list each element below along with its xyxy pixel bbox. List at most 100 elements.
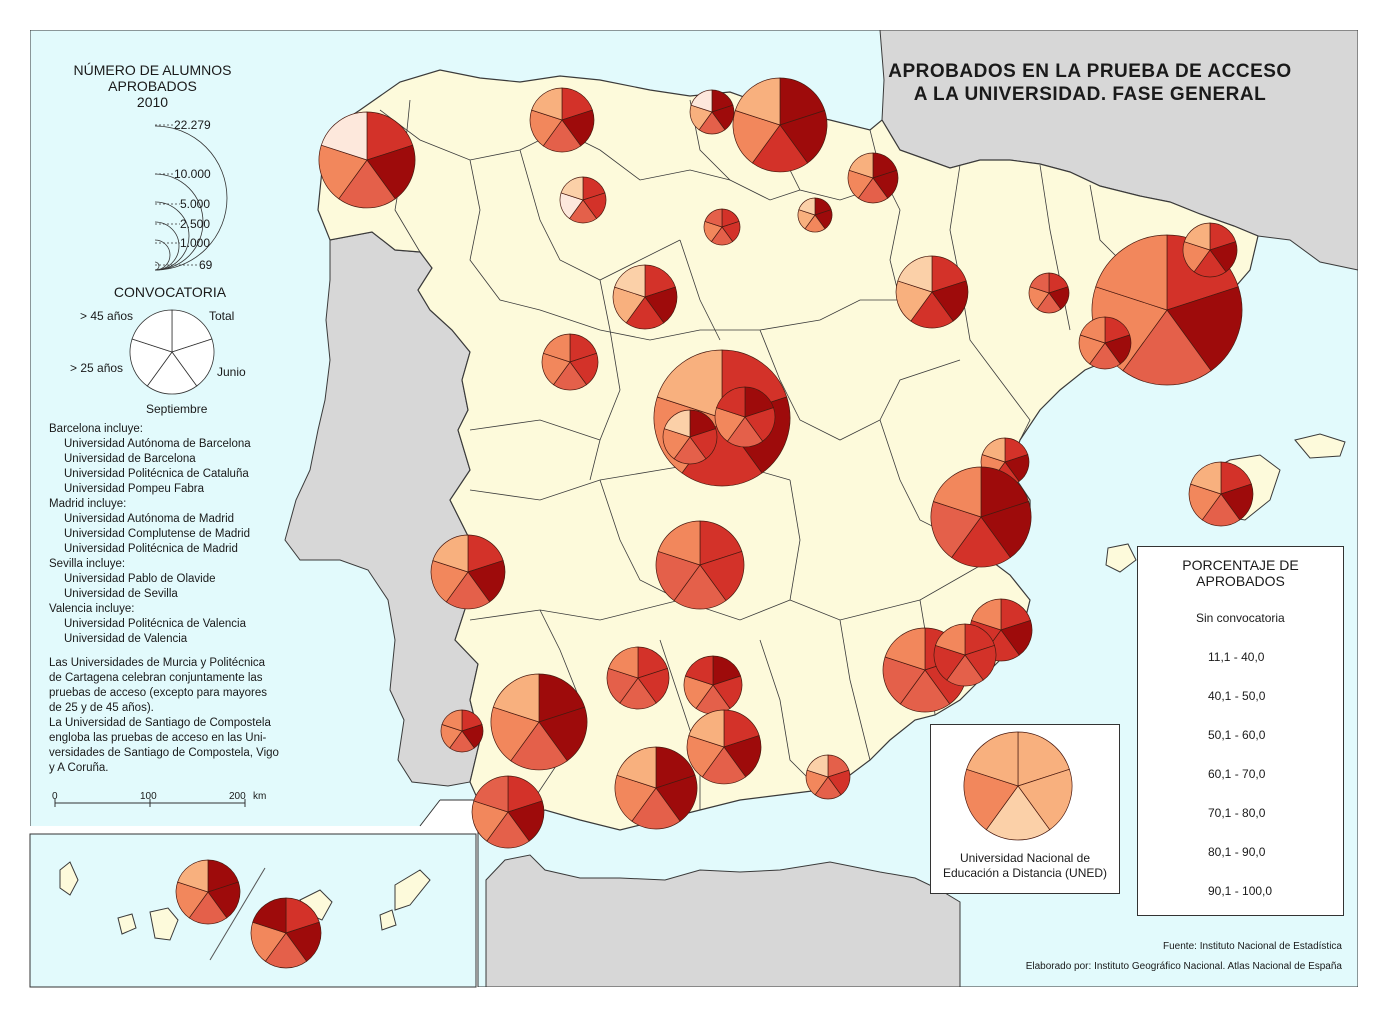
pie-sector (964, 644, 997, 681)
legend-class-label: 11,1 - 40,0 (1208, 650, 1265, 664)
university-pie (1188, 461, 1254, 527)
pie-sector (1017, 768, 1073, 831)
note-line: Barcelona incluye: (49, 423, 143, 435)
pie-sector (1190, 461, 1222, 495)
pie-sector (1029, 272, 1050, 294)
university-pie (529, 87, 595, 153)
note-line: Las Universidades de Murcia y Politécnic… (49, 657, 266, 669)
note-line: Sevilla incluye: (49, 558, 126, 570)
size-legend-title-3: 2010 (136, 94, 169, 110)
note-line: Universidad Autónoma de Madrid (64, 513, 235, 525)
pie-sector (1122, 309, 1212, 386)
size-label-22279: 22.279 (174, 118, 211, 132)
pie-sector (507, 800, 545, 842)
size-circle (154, 239, 171, 271)
pie-sector (614, 774, 657, 822)
pie-sector (981, 437, 1006, 463)
conv-label-junio: Junio (217, 365, 246, 379)
source-text: Fuente: Instituto Nacional de Estadístic… (1163, 941, 1342, 952)
scale-unit: km (253, 791, 267, 802)
pie-sector (673, 564, 727, 610)
convocatoria-legend-pie (129, 309, 215, 395)
percent-legend-title-2: APROBADOS (1196, 573, 1285, 589)
pie-sector (744, 386, 774, 418)
conv-sector (171, 309, 213, 353)
pie-sector (625, 296, 665, 330)
pie-sector (529, 109, 563, 147)
note-line: Universidad de Valencia (64, 633, 188, 645)
note-line: Universidad Autónoma de Barcelona (64, 438, 251, 450)
pie-sector (542, 333, 571, 363)
pie-sector (744, 407, 776, 442)
pie-sector (806, 754, 829, 778)
note-line: y A Coruña. (49, 762, 109, 774)
pie-sector (655, 746, 696, 789)
pie-sector (779, 110, 828, 164)
scale-label-200: 200 (229, 791, 246, 802)
pie-sector (1188, 483, 1222, 521)
pie-sector (712, 675, 743, 709)
scale-label-0: 0 (52, 791, 58, 802)
note-line: Universidad de Sevilla (64, 588, 178, 600)
pie-sector (931, 280, 969, 322)
pie-sector (264, 932, 308, 969)
legend-class-label: 90,1 - 100,0 (1208, 884, 1273, 898)
pie-sector (930, 501, 982, 558)
university-pie (430, 534, 506, 610)
legend-class-label: 70,1 - 80,0 (1208, 806, 1266, 820)
pie-sector (686, 735, 725, 778)
university-pie (1078, 316, 1132, 370)
conv-label-25: > 25 años (70, 361, 124, 375)
map-title-line-2: A LA UNIVERSIDAD. FASE GENERAL (913, 84, 1267, 105)
university-pie (895, 255, 969, 329)
note-line: Universidad Politécnica de Valencia (64, 618, 246, 630)
note-line: Madrid incluye: (49, 498, 127, 510)
pie-sector (441, 709, 463, 732)
university-pie (541, 333, 599, 391)
university-pie (1182, 222, 1238, 278)
province-borders (379, 99, 1161, 821)
uned-label-1: Universidad Nacional de (959, 851, 1091, 865)
pie-sector (561, 109, 595, 147)
note-line: de 25 y de 45 años). (49, 702, 154, 714)
pie-sector (1000, 619, 1033, 656)
size-legend-title: NÚMERO DE ALUMNOS APROBADOS 2010 (50, 62, 255, 110)
pie-sector (681, 417, 763, 487)
note-line: Valencia incluye: (49, 603, 135, 615)
conv-sector (129, 338, 173, 387)
note-line: versidades de Santiago de Compostela, Vi… (49, 747, 279, 759)
legend-class-label: 60,1 - 70,0 (1208, 767, 1266, 781)
pie-sector (366, 144, 416, 200)
pie-sector (946, 654, 984, 687)
pie-sector (366, 111, 414, 161)
pie-sector (614, 264, 646, 298)
pie-sector (606, 667, 639, 704)
pie-sector (445, 571, 491, 610)
size-label-2500: 2.500 (180, 217, 211, 231)
pie-sector (684, 655, 714, 686)
note-line: La Universidad de Santiago de Compostela (49, 717, 271, 729)
pie-sector (751, 124, 809, 173)
pie-sector (637, 646, 668, 679)
pie-sector (933, 644, 966, 681)
canary-inset (29, 833, 477, 988)
pie-sector (848, 152, 874, 179)
pie-sector (655, 774, 698, 822)
pie-sector (963, 768, 1019, 831)
pie-sector (688, 709, 725, 748)
university-pie (175, 859, 241, 925)
pie-sector (971, 598, 1002, 631)
note-line: de Cartagena celebran conjuntamente las (49, 672, 263, 684)
scale-bar (54, 799, 246, 807)
pie-sector (931, 255, 967, 293)
university-pie (318, 111, 416, 209)
pie-sector (561, 87, 593, 121)
pie-sector (1000, 598, 1031, 631)
university-pie (655, 520, 745, 610)
university-pie (559, 176, 607, 224)
pie-sector (932, 466, 982, 518)
percent-legend-title: PORCENTAJE DE APROBADOS (1138, 557, 1343, 589)
pie-sector (637, 667, 670, 704)
university-pie (440, 709, 484, 753)
pie-sector (644, 286, 678, 324)
